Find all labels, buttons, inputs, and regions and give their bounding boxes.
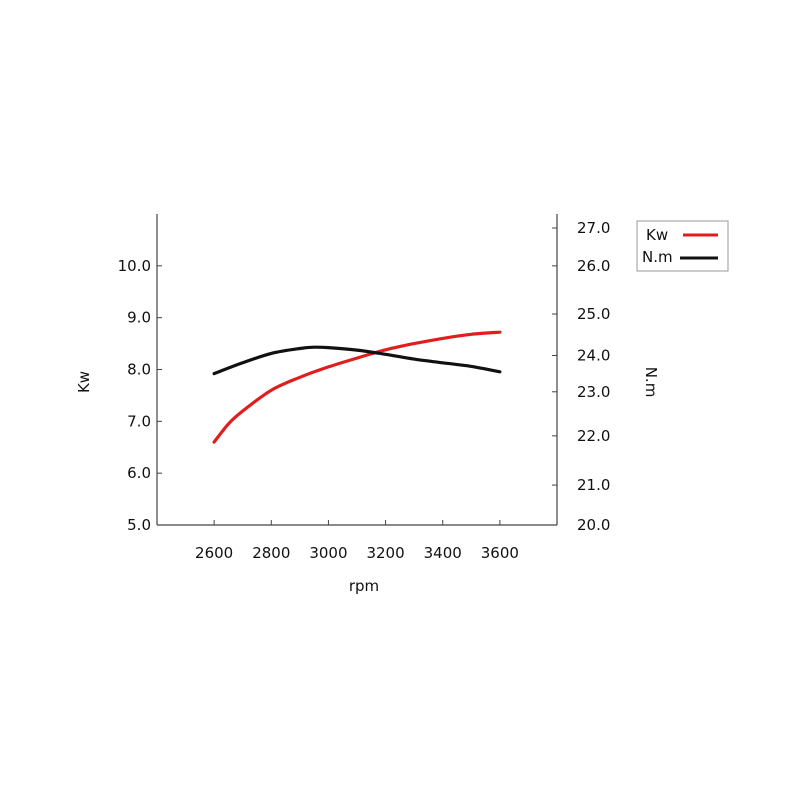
y-left-tick-label: 7.0 xyxy=(127,412,151,430)
y-right-tick-label: 23.0 xyxy=(577,383,610,401)
legend-label-kw: Kw xyxy=(646,226,668,244)
y-right-tick-label: 26.0 xyxy=(577,257,610,275)
y-left-tick-label: 5.0 xyxy=(127,516,151,534)
x-tick-label: 3200 xyxy=(366,544,404,562)
axes xyxy=(156,214,558,526)
y-right-tick-label: 24.0 xyxy=(577,347,610,365)
axis-labels: rpm Kw N.m xyxy=(75,367,660,595)
x-tick-label: 3600 xyxy=(481,544,519,562)
x-tick-label: 2800 xyxy=(252,544,290,562)
tick-labels: 2600 2800 3000 3200 3400 3600 5.0 6.0 7.0 8.0 9.0 1… xyxy=(118,219,611,562)
y-right-tick-label: 20.0 xyxy=(577,516,610,534)
x-axis-label: rpm xyxy=(349,577,379,595)
y-right-tick-label: 21.0 xyxy=(577,476,610,494)
y-right-tick-label: 27.0 xyxy=(577,219,610,237)
series-line-nm xyxy=(212,345,502,376)
y-right-tick-label: 22.0 xyxy=(577,427,610,445)
y-axis-left-label: Kw xyxy=(75,371,93,393)
x-tick-label: 3000 xyxy=(309,544,347,562)
y-right-tick-label: 25.0 xyxy=(577,305,610,323)
x-tick-label: 2600 xyxy=(195,544,233,562)
legend-label-nm: N.m xyxy=(642,248,673,266)
series-lines xyxy=(212,330,502,444)
y-left-tick-label: 8.0 xyxy=(127,361,151,379)
y-axis-right-label: N.m xyxy=(642,367,660,398)
y-left-tick-label: 10.0 xyxy=(118,257,151,275)
y-left-tick-label: 9.0 xyxy=(127,309,151,327)
legend-box xyxy=(636,220,729,272)
y-left-tick-label: 6.0 xyxy=(127,464,151,482)
series-line-kw xyxy=(212,330,502,444)
legend: Kw N.m xyxy=(636,220,729,272)
x-tick-label: 3400 xyxy=(424,544,462,562)
